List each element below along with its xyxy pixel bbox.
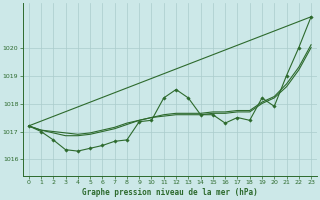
X-axis label: Graphe pression niveau de la mer (hPa): Graphe pression niveau de la mer (hPa) — [82, 188, 258, 197]
